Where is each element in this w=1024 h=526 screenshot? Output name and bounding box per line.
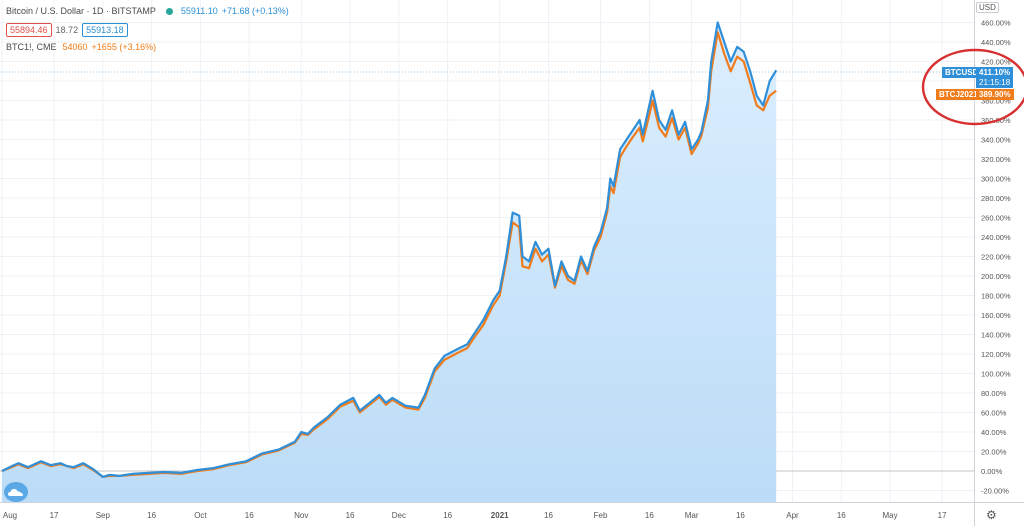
x-tick-label: 16	[544, 511, 553, 520]
x-tick-label: 16	[837, 511, 846, 520]
x-tick-label: Aug	[3, 511, 17, 520]
y-tick-label: 380.00%	[981, 97, 1011, 106]
x-tick-label: 16	[645, 511, 654, 520]
btc-future-tag-name: BTCJ2021	[936, 89, 981, 100]
bid-price[interactable]: 55894.46	[6, 23, 52, 37]
y-tick-label: -20.00%	[981, 487, 1009, 496]
settings-gear-icon[interactable]: ⚙	[986, 508, 997, 522]
x-tick-label: Feb	[594, 511, 608, 520]
y-tick-label: 80.00%	[981, 389, 1007, 398]
y-tick-label: 260.00%	[981, 214, 1011, 223]
y-tick-label: 240.00%	[981, 233, 1011, 242]
y-tick-label: 420.00%	[981, 58, 1011, 67]
ask-price[interactable]: 55913.18	[82, 23, 128, 37]
compare-symbol: BTC1!, CME	[6, 42, 57, 52]
btcusd-tag-value: 411.10%	[976, 67, 1014, 78]
y-tick-label: 440.00%	[981, 38, 1011, 47]
symbol-legend[interactable]: Bitcoin / U.S. Dollar · 1D · BITSTAMP 55…	[6, 6, 289, 16]
compare-last: 54060	[62, 42, 88, 52]
y-tick-label: 20.00%	[981, 448, 1007, 457]
y-tick-label: 60.00%	[981, 409, 1007, 418]
y-tick-label: 120.00%	[981, 350, 1011, 359]
market-open-dot-icon	[165, 7, 173, 15]
spread-value: 18.72	[55, 25, 79, 35]
symbol-title: Bitcoin / U.S. Dollar · 1D · BITSTAMP	[6, 6, 156, 16]
x-tick-label: 17	[938, 511, 947, 520]
y-tick-label: 280.00%	[981, 194, 1011, 203]
btcusd-countdown: 21:15:18	[976, 77, 1014, 88]
currency-label[interactable]: USD	[976, 2, 999, 13]
highlight-ellipse	[921, 48, 1024, 126]
compare-legend[interactable]: BTC1!, CME 54060 +1655 (+3.16%)	[6, 42, 156, 52]
x-tick-label: Oct	[194, 511, 207, 520]
y-tick-label: 140.00%	[981, 331, 1011, 340]
y-tick-label: 340.00%	[981, 136, 1011, 145]
y-tick-label: 300.00%	[981, 175, 1011, 184]
compare-change: +1655 (+3.16%)	[91, 42, 157, 52]
x-tick-label: Mar	[685, 511, 699, 520]
x-tick-label: 16	[443, 511, 452, 520]
y-tick-label: 0.00%	[981, 467, 1003, 476]
x-tick-label: 16	[346, 511, 355, 520]
bid-ask-row: 55894.46 18.72 55913.18	[6, 23, 132, 37]
y-tick-label: 100.00%	[981, 370, 1011, 379]
y-tick-label: 220.00%	[981, 253, 1011, 262]
last-price: 55911.10	[180, 6, 218, 16]
y-tick-label: 180.00%	[981, 292, 1011, 301]
btcusd-line	[1, 21, 778, 478]
btcusd-area-fill	[2, 22, 777, 502]
y-tick-label: 40.00%	[981, 428, 1007, 437]
btc-future-tag-value: 389.90%	[976, 89, 1014, 100]
y-tick-label: 320.00%	[981, 155, 1011, 164]
btcusd-tag-name: BTCUSD	[942, 67, 982, 78]
x-tick-label: Nov	[294, 511, 308, 520]
price-axis-labels[interactable]: 460.00%440.00%420.00%400.00%380.00%360.0…	[981, 19, 1011, 496]
x-tick-label: Sep	[96, 511, 111, 520]
x-tick-label: 16	[147, 511, 156, 520]
tradingview-logo-icon[interactable]	[4, 482, 28, 502]
x-tick-label: 16	[245, 511, 254, 520]
x-tick-label: May	[883, 511, 898, 520]
time-axis-labels[interactable]: Aug 17 Sep 16 Oct 16 Nov 16 Dec 16 2021 16 Feb 16 Mar 1…	[3, 511, 947, 520]
y-tick-label: 460.00%	[981, 19, 1011, 28]
price-change: +71.68 (+0.13%)	[221, 6, 289, 16]
x-tick-label: 17	[50, 511, 59, 520]
x-tick-label: 16	[736, 511, 745, 520]
y-tick-label: 160.00%	[981, 311, 1011, 320]
x-tick-label: Dec	[392, 511, 406, 520]
x-tick-label: 2021	[491, 511, 509, 520]
y-tick-label: 200.00%	[981, 272, 1011, 281]
x-tick-label: Apr	[786, 511, 799, 520]
